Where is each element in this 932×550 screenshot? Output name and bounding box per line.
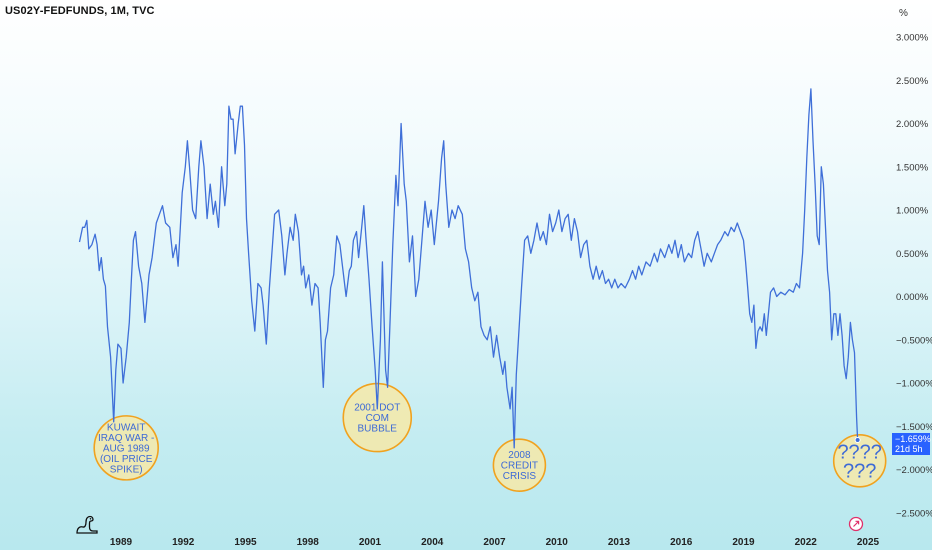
y-tick-label: −1.500% xyxy=(896,422,932,433)
y-tick-label: 2.000% xyxy=(896,119,929,130)
y-tick-label: 3.000% xyxy=(896,33,929,44)
last-point-marker xyxy=(854,437,861,444)
x-axis: 1989 1992 1995 1998 2001 2004 2007 2010 2013 2016… xyxy=(110,537,880,548)
annotation-text: COM xyxy=(366,413,389,424)
axis-unit-label: % xyxy=(899,8,908,19)
x-tick-label: 2007 xyxy=(483,537,506,548)
annotation-text: IRAQ WAR - xyxy=(98,433,154,444)
reset-chart-icon[interactable] xyxy=(848,516,864,532)
x-tick-label: 2001 xyxy=(359,537,382,548)
y-tick-label: 0.500% xyxy=(896,249,929,260)
annotation-text: KUWAIT xyxy=(107,422,146,433)
annotation-text: 2008 xyxy=(508,450,531,461)
annotation-text: AUG 1989 xyxy=(103,443,150,454)
x-tick-label: 2013 xyxy=(608,537,631,548)
annotation-text: (OIL PRICE xyxy=(100,454,153,465)
last-value-countdown: 21d 5h xyxy=(895,444,923,454)
last-value-badge: −1.659% 21d 5h xyxy=(892,433,931,455)
x-tick-label: 2016 xyxy=(670,537,693,548)
x-tick-label: 2022 xyxy=(795,537,818,548)
y-tick-label: −1.000% xyxy=(896,379,932,390)
series-line xyxy=(78,88,859,449)
x-tick-label: 1998 xyxy=(297,537,320,548)
y-tick-label: 2.500% xyxy=(896,76,929,87)
last-point-dot xyxy=(854,437,861,444)
y-tick-label: 0.000% xyxy=(896,292,929,303)
annotation-text: ???? xyxy=(837,441,882,463)
x-tick-label: 1995 xyxy=(234,537,257,548)
x-tick-label: 2019 xyxy=(732,537,755,548)
annotation-text: SPIKE) xyxy=(110,464,143,475)
annotation-text: ??? xyxy=(843,460,876,482)
annotation-circle xyxy=(93,415,159,481)
y-tick-label: −0.500% xyxy=(896,335,932,346)
x-tick-label: 1989 xyxy=(110,537,133,548)
tradingview-dino-icon[interactable] xyxy=(74,515,100,535)
x-tick-label: 2004 xyxy=(421,537,444,548)
y-tick-label: −2.000% xyxy=(896,465,932,476)
y-axis: 3.000% 2.500% 2.000% 1.500% 1.000% 0.500% 0.00… xyxy=(896,33,932,520)
y-tick-label: 1.500% xyxy=(896,162,929,173)
x-tick-label: 1992 xyxy=(172,537,195,548)
y-tick-label: −2.500% xyxy=(896,508,932,519)
annotation-circle xyxy=(832,434,887,488)
annotation-circle xyxy=(342,382,413,453)
chart-title: US02Y-FEDFUNDS, 1M, TVC xyxy=(5,5,155,17)
last-value-price: −1.659% xyxy=(895,434,931,444)
annotation-text: CREDIT xyxy=(501,461,538,472)
annotation-text: CRISIS xyxy=(503,471,537,482)
annotation-text: BUBBLE xyxy=(358,424,398,435)
annotation-circle xyxy=(492,438,547,492)
x-tick-label: 2010 xyxy=(546,537,569,548)
y-tick-label: 1.000% xyxy=(896,206,929,217)
x-tick-label: 2025 xyxy=(857,537,880,548)
